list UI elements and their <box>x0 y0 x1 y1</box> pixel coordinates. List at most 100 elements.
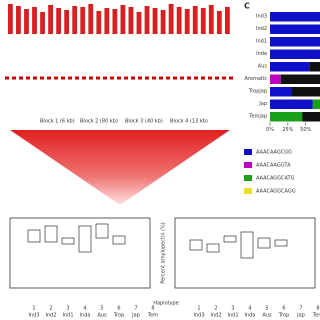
row-label: Aus <box>258 64 268 70</box>
box-right-frame <box>174 217 316 289</box>
row-label: Ind1 <box>256 39 267 45</box>
snp-bar <box>104 8 110 34</box>
snp-bar <box>184 9 190 34</box>
x-tick-label: 2 <box>49 306 52 312</box>
snp-bar <box>64 10 70 34</box>
x-tick-label: 2 <box>214 306 217 312</box>
x-tick-label: 7 <box>299 306 302 312</box>
group-label: Aus <box>262 313 272 319</box>
x-tick-label: 8 <box>316 306 319 312</box>
block-label: Block 1 (6 kb) <box>40 119 75 125</box>
snp-bar <box>112 9 118 34</box>
x-tick-label: 5 <box>100 306 103 312</box>
bar-segment <box>270 37 320 47</box>
snp-bar <box>160 10 166 34</box>
bar-segment <box>270 74 281 84</box>
group-label: Tem <box>147 313 158 319</box>
x-axis-label: Haplotype <box>153 301 179 307</box>
block-label: Block 4 (13 kb) <box>170 119 208 125</box>
legend-swatch <box>244 162 252 168</box>
bar-segment <box>270 112 303 122</box>
snp-bar <box>176 7 182 34</box>
group-label: Ind1 <box>63 313 74 319</box>
legend-label: AAACAAGGTA <box>256 163 291 169</box>
row-label: Ind3 <box>256 14 267 20</box>
row-label: Temjap <box>248 114 267 120</box>
row-label: Jap <box>258 101 267 107</box>
legend-label: AAACAAGCGG <box>256 150 292 156</box>
row-label: Ind2 <box>256 26 267 32</box>
group-label: Jap <box>296 313 305 319</box>
bar-segment <box>291 87 320 97</box>
snp-bar <box>136 12 142 34</box>
bar-segment <box>309 62 320 72</box>
legend-label: AAACAGGCAGG <box>256 189 296 195</box>
snp-bar <box>144 6 150 34</box>
group-label: Ind2 <box>46 313 57 319</box>
x-tick-label: 8 <box>151 306 154 312</box>
bar-segment <box>270 99 313 109</box>
block-label: Block 2 (80 kb) <box>80 119 118 125</box>
snp-bar <box>96 11 102 34</box>
bar-segment <box>312 99 320 109</box>
block-label: Block 3 (40 kb) <box>125 119 163 125</box>
x-tick-label: 4 <box>83 306 86 312</box>
panel-label: C <box>244 2 250 11</box>
snp-bar <box>72 6 78 34</box>
ld-heatmap <box>10 130 230 205</box>
bar-segment <box>270 24 320 34</box>
group-label: Inda <box>245 313 256 319</box>
snp-bar <box>80 7 86 34</box>
group-label: Ind2 <box>211 313 222 319</box>
legend-label: AAACAGGCATG <box>256 176 295 182</box>
legend-swatch <box>244 188 252 194</box>
row-label: Inda <box>256 51 267 57</box>
legend-swatch <box>244 149 252 155</box>
group-label: Inda <box>80 313 91 319</box>
snp-bar <box>16 6 21 34</box>
group-label: Ind1 <box>228 313 239 319</box>
snp-bar <box>40 12 45 34</box>
row-label: Aromatic <box>245 76 268 82</box>
bar-segment <box>280 74 320 84</box>
group-label: Jap <box>131 313 140 319</box>
snp-bar <box>192 6 198 34</box>
group-label: Tem <box>312 313 320 319</box>
x-tick-label: 5 <box>265 306 268 312</box>
box-shapes <box>27 223 288 259</box>
x-tick-label: 7 <box>134 306 137 312</box>
x-tick-label: 4 <box>248 306 251 312</box>
x-tick-label: 1 <box>32 306 35 312</box>
snp-bar <box>120 5 126 34</box>
legend-swatch <box>244 175 252 181</box>
snp-bar <box>216 11 222 34</box>
group-label: Ind3 <box>29 313 40 319</box>
x-tick-label: 3 <box>231 306 234 312</box>
snp-bar <box>168 4 174 34</box>
x-tick-label: 25% <box>282 127 293 133</box>
x-tick-label: 0% <box>266 127 274 133</box>
x-tick-label: 50% <box>300 127 311 133</box>
snp-bar <box>224 7 230 34</box>
snp-bar <box>56 8 62 34</box>
group-label: Trop <box>113 313 125 319</box>
snp-bar <box>208 5 214 34</box>
y-axis-label: Percent amylopectin (%) <box>161 222 167 284</box>
box-left-frame <box>9 217 151 289</box>
x-tick-label: 6 <box>117 306 120 312</box>
snp-bar <box>32 7 37 34</box>
snp-bar <box>88 4 94 34</box>
bar-segment <box>270 62 310 72</box>
bar-segment <box>302 112 320 122</box>
snp-bar <box>24 9 29 34</box>
snp-bar <box>152 8 158 34</box>
snp-bar <box>8 4 13 34</box>
group-label: Trop <box>278 313 290 319</box>
x-tick-label: 1 <box>197 306 200 312</box>
row-label: Tropjap <box>248 89 267 95</box>
bar-segment <box>270 87 292 97</box>
bar-segment <box>270 49 320 59</box>
x-tick-label: 6 <box>282 306 285 312</box>
x-tick-label: 3 <box>66 306 69 312</box>
